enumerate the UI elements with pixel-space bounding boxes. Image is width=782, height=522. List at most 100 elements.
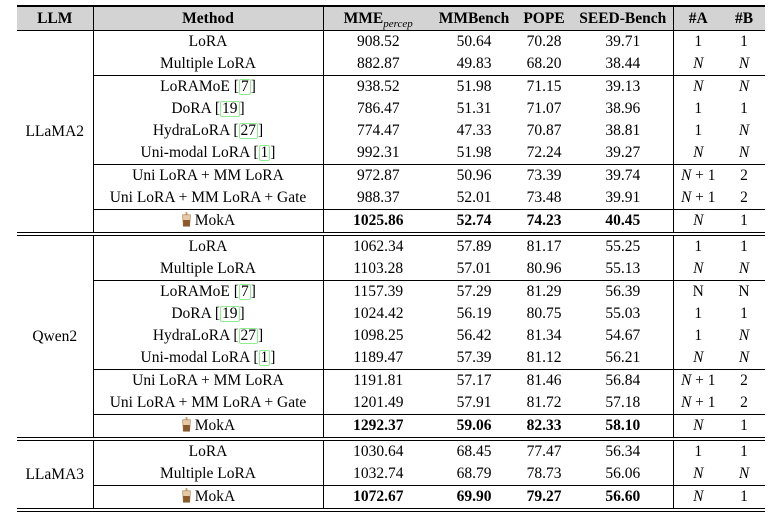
table-row: MokA 1025.86 52.74 74.23 40.45 N 1 (17, 209, 765, 234)
metric-pope: 73.48 (526, 189, 562, 206)
citation-link[interactable]: 7 (238, 283, 251, 300)
col-header-mmbench: MMBench (433, 6, 515, 31)
metric-pope: 80.96 (526, 260, 562, 277)
metric-pope: 73.39 (515, 164, 573, 187)
metric-seed-bench: 39.27 (573, 142, 674, 165)
metric-pope: 82.33 (515, 414, 573, 439)
col-header-num-b: #B (723, 6, 765, 31)
citation-link[interactable]: 1 (258, 144, 271, 161)
metric-mmbench: 56.42 (456, 327, 492, 344)
metric-mme: 1032.74 (353, 465, 404, 482)
citation-link[interactable]: 19 (220, 100, 240, 117)
metric-mmbench: 57.91 (456, 394, 492, 411)
adapters-a-cell: 1 (694, 443, 703, 460)
method-label: Multiple LoRA (159, 260, 256, 277)
adapters-a-cell: N (673, 485, 723, 510)
metric-mme: 1030.64 (353, 443, 404, 460)
method-label: HydraLoRA (152, 327, 230, 344)
metric-mme: 1157.39 (323, 280, 433, 303)
method-cell: HydraLoRA [27] (93, 120, 324, 142)
table-row: Uni LoRA + MM LoRA 972.87 50.96 73.39 39.74 N… (17, 164, 765, 187)
table-row: LLaMA2 LoRA 908.52 50.64 70.28 39.71 1 1 (17, 30, 765, 234)
adapters-b-cell: N (738, 144, 750, 161)
table-row: HydraLoRA [27] 774.47 47.33 70.87 38.81 1 N (17, 120, 765, 142)
method-label: LoRA (188, 443, 228, 460)
metric-mme: 1072.67 (323, 485, 433, 510)
adapters-a-cell: N + 1 (680, 189, 716, 206)
metric-seed-bench: 38.44 (573, 53, 674, 76)
citation-link[interactable]: 27 (238, 122, 258, 139)
metric-pope: 68.20 (526, 55, 562, 72)
method-cell: Uni LoRA + MM LoRA + Gate (93, 187, 324, 210)
method-cell: DoRA [19] (93, 98, 324, 120)
adapters-a-cell: 1 (694, 100, 703, 117)
adapters-b-cell: 2 (740, 189, 748, 206)
col-header-method: Method (93, 6, 324, 31)
citation-link[interactable]: 1 (258, 349, 271, 366)
metric-seed-bench: 39.91 (573, 187, 674, 210)
metric-mme: 988.37 (356, 189, 400, 206)
metric-mmbench: 56.19 (456, 305, 492, 322)
method-label: LoRAMoE (160, 283, 230, 300)
metric-seed-bench: 55.03 (573, 303, 674, 325)
metric-mmbench: 57.89 (456, 238, 492, 255)
metric-mme: 1191.81 (323, 369, 433, 392)
method-label: LoRAMoE (160, 78, 230, 95)
method-cell: HydraLoRA [27] (93, 325, 324, 347)
method-cell: LoRA (93, 234, 324, 258)
method-cell: MokA (93, 209, 324, 234)
adapters-a-cell: N (693, 144, 704, 161)
metric-mme: 1098.25 (353, 327, 404, 344)
metric-seed-bench: 39.74 (573, 164, 674, 187)
method-label: LoRA (188, 238, 228, 255)
metric-mme: 1189.47 (353, 349, 404, 366)
metric-seed-bench: 39.13 (573, 75, 674, 98)
table-header: LLM Method MMEpercep MMBench POPE SEED-B… (17, 6, 765, 31)
table-row: Uni-modal LoRA [1] 1189.47 57.39 81.12 56.21… (17, 347, 765, 370)
metric-mmbench: 47.33 (456, 122, 492, 139)
table-row: HydraLoRA [27] 1098.25 56.42 81.34 54.67 1 N (17, 325, 765, 347)
adapters-a-cell: N + 1 (673, 164, 723, 187)
method-cell: Multiple LoRA (93, 463, 324, 486)
method-cell: MokA (93, 414, 324, 439)
header-row: LLM Method MMEpercep MMBench POPE SEED-B… (17, 6, 765, 31)
table-row: MokA 1292.37 59.06 82.33 58.10 N 1 (17, 414, 765, 439)
metric-mme: 972.87 (323, 164, 433, 187)
section-qwen2: Qwen2 LoRA 1062.34 57.89 81.17 55.25 1 1 Multipl… (17, 234, 765, 439)
method-cell: MokA (93, 485, 324, 510)
metric-pope: 70.87 (526, 122, 562, 139)
metric-mmbench: 57.29 (433, 280, 515, 303)
llm-label: LLaMA3 (17, 439, 94, 510)
metric-mmbench: 57.17 (433, 369, 515, 392)
citation-link[interactable]: 19 (220, 305, 240, 322)
adapters-a-cell: N (673, 280, 723, 303)
col-header-num-a: #A (673, 6, 723, 31)
adapters-b-cell: N (738, 55, 750, 72)
metric-mme: 1103.28 (353, 260, 404, 277)
metric-mmbench: 57.39 (456, 349, 492, 366)
citation-link[interactable]: 7 (238, 78, 251, 95)
method-label: MokA (194, 212, 236, 229)
citation-link[interactable]: 27 (238, 327, 258, 344)
metric-seed-bench: 39.71 (573, 30, 674, 53)
method-label: Uni LoRA + MM LoRA + Gate (109, 394, 307, 411)
metric-mmbench: 59.06 (433, 414, 515, 439)
col-header-pope: POPE (515, 6, 573, 31)
method-label: Multiple LoRA (159, 465, 256, 482)
method-label: DoRA (171, 305, 211, 322)
method-cell: Uni LoRA + MM LoRA + Gate (93, 392, 324, 415)
method-label: Multiple LoRA (159, 55, 256, 72)
metric-seed-bench: 56.39 (573, 280, 674, 303)
method-cell: Multiple LoRA (93, 53, 324, 76)
table-row: Uni LoRA + MM LoRA 1191.81 57.17 81.46 56.84… (17, 369, 765, 392)
method-label: MokA (194, 417, 236, 434)
mme-subscript: percep (383, 18, 413, 31)
metric-pope: 71.07 (526, 100, 562, 117)
section-llama3: LLaMA3 LoRA 1030.64 68.45 77.47 56.34 1 1 Multip… (17, 439, 765, 510)
table-row: Qwen2 LoRA 1062.34 57.89 81.17 55.25 1 1 (17, 234, 765, 439)
adapters-b-cell: N (738, 260, 750, 277)
method-cell: DoRA [19] (93, 303, 324, 325)
table-row: DoRA [19] 1024.42 56.19 80.75 55.03 1 1 (17, 303, 765, 325)
metric-seed-bench: 55.25 (573, 234, 674, 258)
adapters-b-cell: 2 (723, 164, 765, 187)
